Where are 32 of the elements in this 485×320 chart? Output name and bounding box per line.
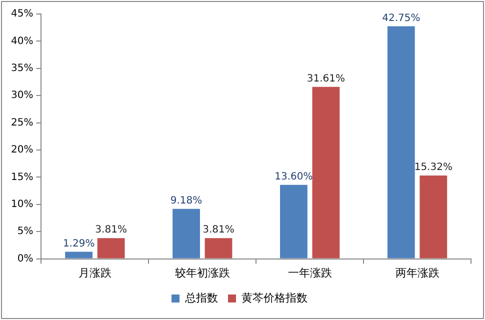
y-tick-label: 15% <box>10 172 34 183</box>
x-tick-label: 较年初涨跌 <box>174 266 230 280</box>
x-tick-label: 月涨跌 <box>78 266 112 280</box>
y-tick-label: 5% <box>17 226 34 238</box>
bar <box>420 175 448 258</box>
y-tick-label: 20% <box>10 144 34 156</box>
bar <box>172 208 200 258</box>
x-tick-label: 两年涨跌 <box>395 266 440 280</box>
data-label: 42.75% <box>382 12 420 24</box>
data-label: 1.29% <box>62 238 95 250</box>
data-label: 31.61% <box>306 73 346 84</box>
y-tick-label: 40% <box>10 36 34 47</box>
bar <box>280 184 308 258</box>
y-tick-label: 0% <box>17 253 34 264</box>
x-tick-label: 一年涨跌 <box>288 266 332 280</box>
data-label: 15.32% <box>414 162 452 174</box>
bar <box>204 238 232 258</box>
data-label: 9.18% <box>170 195 202 206</box>
y-tick-label: 35% <box>10 62 34 74</box>
y-tick-label: 45% <box>10 8 34 20</box>
legend-label: 黄芩价格指数 <box>242 291 308 304</box>
bar <box>387 26 415 258</box>
legend-label: 总指数 <box>184 291 218 304</box>
y-tick-label: 25% <box>10 117 34 128</box>
y-tick-label: 10% <box>10 198 34 210</box>
bar <box>97 238 125 258</box>
data-label: 3.81% <box>95 224 127 236</box>
y-tick-label: 30% <box>10 90 34 102</box>
data-label: 13.60% <box>274 171 313 182</box>
bar <box>312 86 340 258</box>
bar <box>65 252 93 258</box>
data-label: 3.81% <box>202 224 234 236</box>
